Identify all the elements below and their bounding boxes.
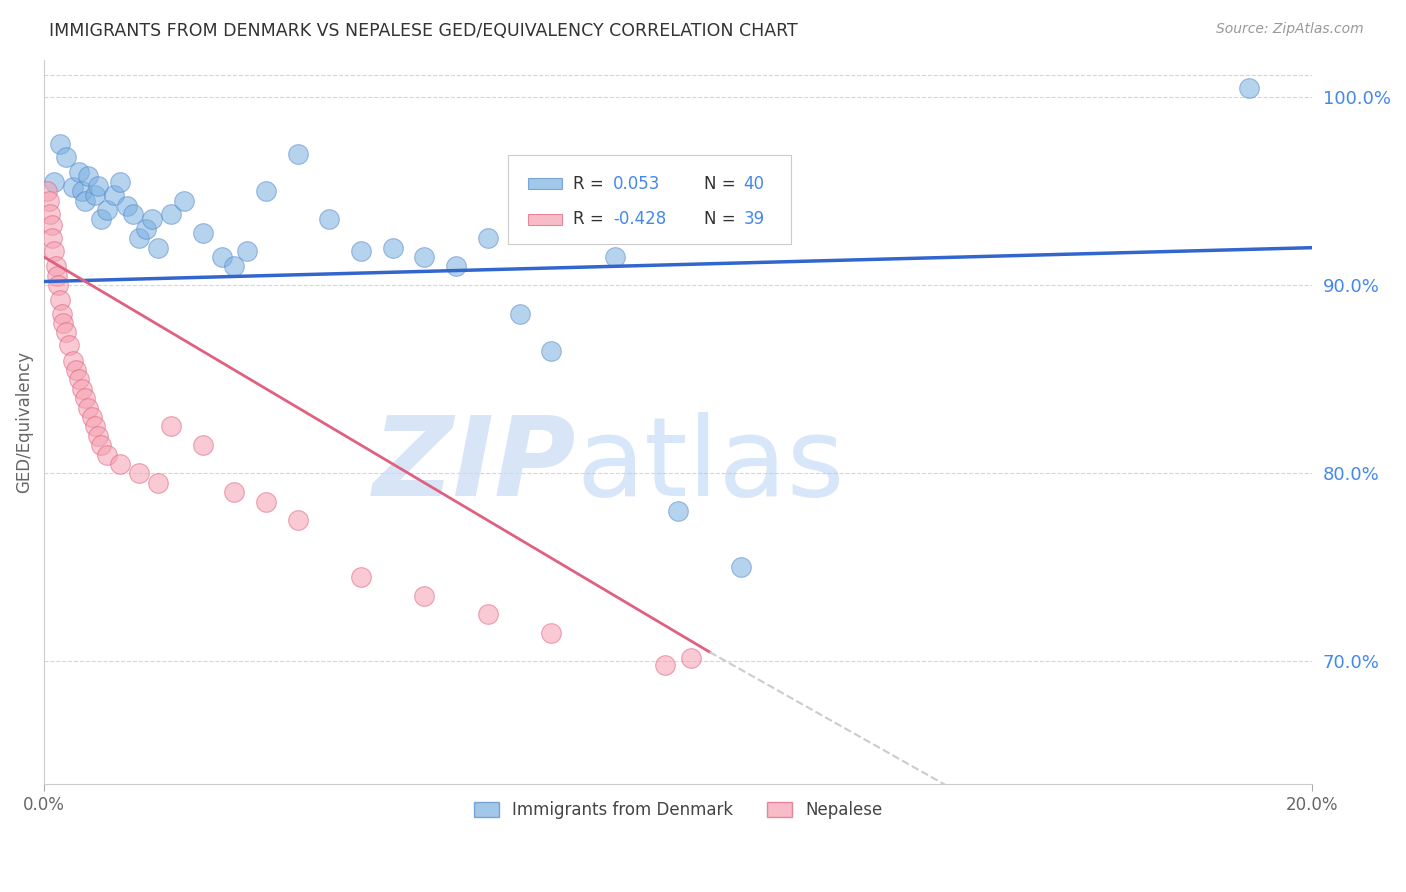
Point bbox=[55, 326, 77, 340]
Point bbox=[160, 419, 183, 434]
Point bbox=[318, 212, 340, 227]
Point bbox=[67, 165, 90, 179]
Point bbox=[148, 475, 170, 490]
Point bbox=[41, 231, 63, 245]
Point bbox=[58, 338, 80, 352]
Point bbox=[87, 178, 110, 193]
Point bbox=[540, 626, 562, 640]
Text: ZIP: ZIP bbox=[373, 411, 576, 518]
Point bbox=[51, 306, 73, 320]
Point bbox=[62, 180, 84, 194]
Point bbox=[211, 250, 233, 264]
Point bbox=[135, 222, 157, 236]
Point bbox=[224, 260, 246, 274]
Point bbox=[413, 250, 436, 264]
Point bbox=[173, 194, 195, 208]
Point bbox=[65, 363, 87, 377]
Text: 39: 39 bbox=[744, 211, 765, 228]
Point bbox=[413, 589, 436, 603]
Point bbox=[49, 137, 72, 152]
Point bbox=[87, 429, 110, 443]
Text: atlas: atlas bbox=[576, 411, 845, 518]
Point bbox=[1237, 80, 1260, 95]
Point bbox=[477, 607, 499, 622]
Point bbox=[96, 448, 118, 462]
Text: 40: 40 bbox=[744, 175, 765, 193]
Point bbox=[75, 391, 97, 405]
Point bbox=[62, 353, 84, 368]
Point bbox=[55, 150, 77, 164]
Text: -0.428: -0.428 bbox=[613, 211, 666, 228]
Text: R =: R = bbox=[574, 211, 605, 228]
Point bbox=[381, 241, 404, 255]
Y-axis label: GED/Equivalency: GED/Equivalency bbox=[15, 351, 32, 492]
Point bbox=[128, 231, 150, 245]
Point bbox=[679, 650, 702, 665]
Point bbox=[67, 372, 90, 386]
Point bbox=[540, 344, 562, 359]
Point bbox=[730, 560, 752, 574]
Point bbox=[46, 278, 69, 293]
Point bbox=[191, 226, 214, 240]
Point bbox=[49, 293, 72, 308]
Point bbox=[44, 260, 66, 274]
Text: R =: R = bbox=[574, 175, 605, 193]
Point bbox=[77, 169, 100, 184]
Text: IMMIGRANTS FROM DENMARK VS NEPALESE GED/EQUIVALENCY CORRELATION CHART: IMMIGRANTS FROM DENMARK VS NEPALESE GED/… bbox=[49, 22, 799, 40]
Point bbox=[254, 184, 277, 198]
Point bbox=[52, 316, 75, 330]
Point bbox=[70, 382, 93, 396]
Point bbox=[83, 419, 105, 434]
Point bbox=[96, 203, 118, 218]
Text: 0.053: 0.053 bbox=[613, 175, 661, 193]
Text: Source: ZipAtlas.com: Source: ZipAtlas.com bbox=[1216, 22, 1364, 37]
Point bbox=[236, 244, 259, 259]
Point bbox=[477, 231, 499, 245]
Point bbox=[39, 207, 62, 221]
Point bbox=[191, 438, 214, 452]
FancyBboxPatch shape bbox=[527, 214, 562, 225]
Point bbox=[350, 244, 373, 259]
Point bbox=[77, 401, 100, 415]
Point bbox=[148, 241, 170, 255]
Point bbox=[37, 184, 59, 198]
Point bbox=[90, 438, 112, 452]
Point bbox=[80, 409, 103, 424]
Point bbox=[108, 175, 131, 189]
FancyBboxPatch shape bbox=[527, 178, 562, 189]
Point bbox=[108, 457, 131, 471]
Point bbox=[42, 175, 65, 189]
Point bbox=[666, 504, 689, 518]
Point bbox=[141, 212, 163, 227]
Point bbox=[444, 260, 467, 274]
Point bbox=[287, 513, 309, 527]
Point bbox=[41, 218, 63, 232]
Point bbox=[42, 244, 65, 259]
Point bbox=[90, 212, 112, 227]
Point bbox=[254, 494, 277, 508]
Legend: Immigrants from Denmark, Nepalese: Immigrants from Denmark, Nepalese bbox=[467, 795, 889, 826]
Point bbox=[45, 268, 67, 283]
Point bbox=[287, 146, 309, 161]
Text: N =: N = bbox=[703, 211, 735, 228]
Point bbox=[70, 184, 93, 198]
Point bbox=[224, 485, 246, 500]
Point bbox=[160, 207, 183, 221]
Point bbox=[654, 658, 676, 673]
Point bbox=[83, 188, 105, 202]
Point bbox=[350, 570, 373, 584]
Point bbox=[128, 467, 150, 481]
Point bbox=[38, 194, 60, 208]
Point bbox=[75, 194, 97, 208]
Point bbox=[121, 207, 143, 221]
Point bbox=[603, 250, 626, 264]
Text: N =: N = bbox=[703, 175, 735, 193]
Point bbox=[509, 306, 531, 320]
Point bbox=[115, 199, 138, 213]
Point bbox=[103, 188, 125, 202]
